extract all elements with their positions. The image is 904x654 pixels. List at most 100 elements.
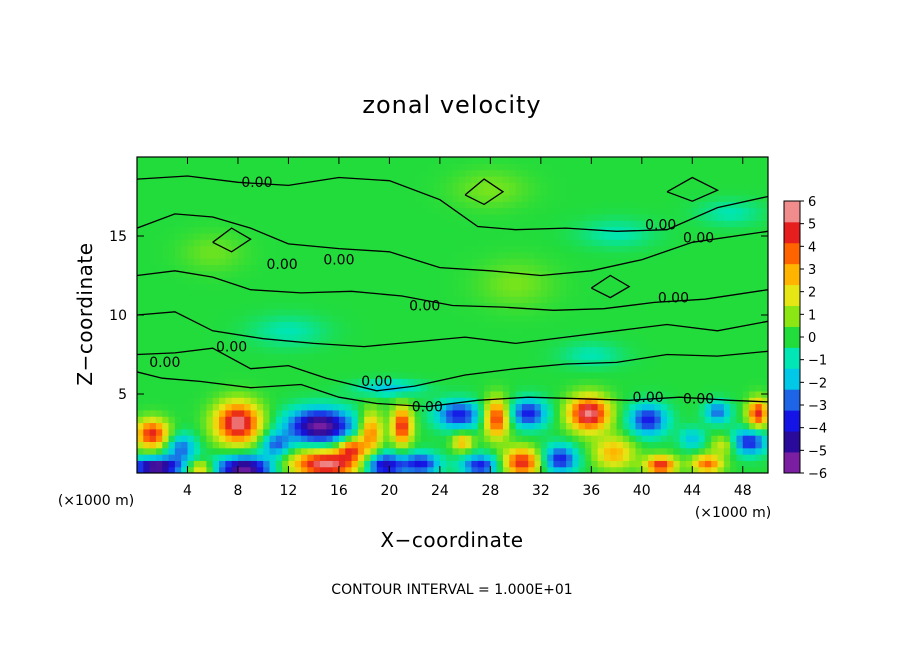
heatmap-cell <box>143 201 151 209</box>
heatmap-cell <box>635 207 643 215</box>
heatmap-cell <box>395 352 403 360</box>
heatmap-cell <box>370 352 378 360</box>
heatmap-cell <box>654 454 662 461</box>
heatmap-cell <box>187 340 195 348</box>
heatmap-cell <box>351 226 359 234</box>
heatmap-cell <box>282 245 290 253</box>
heatmap-cell <box>528 226 536 234</box>
heatmap-cell <box>155 251 163 259</box>
heatmap-cell <box>376 454 384 461</box>
heatmap-cell <box>496 403 504 411</box>
heatmap-cell <box>603 296 611 303</box>
heatmap-cell <box>206 315 214 322</box>
heatmap-cell <box>237 352 245 360</box>
heatmap-cell <box>717 447 725 455</box>
heatmap-cell <box>395 466 403 473</box>
heatmap-cell <box>187 289 195 297</box>
heatmap-cell <box>294 270 302 278</box>
heatmap-cell <box>654 340 662 348</box>
heatmap-cell <box>578 346 586 354</box>
heatmap-cell <box>137 352 144 360</box>
heatmap-cell <box>414 371 422 379</box>
heatmap-cell <box>269 296 277 303</box>
heatmap-cell <box>622 390 630 398</box>
heatmap-cell <box>559 308 567 316</box>
heatmap-cell <box>326 163 334 171</box>
heatmap-cell <box>439 441 447 449</box>
heatmap-cell <box>433 460 441 468</box>
heatmap-cell <box>755 409 763 417</box>
heatmap-cell <box>206 390 214 398</box>
heatmap-cell <box>490 428 498 436</box>
heatmap-cell <box>578 251 586 259</box>
heatmap-cell <box>698 308 706 316</box>
heatmap-cell <box>509 403 517 411</box>
heatmap-cell <box>654 264 662 272</box>
heatmap-cell <box>610 232 618 240</box>
heatmap-cell <box>509 245 517 253</box>
heatmap-cell <box>155 422 163 430</box>
heatmap-cell <box>181 384 189 392</box>
heatmap-cell <box>376 409 384 417</box>
heatmap-cell <box>515 194 523 202</box>
heatmap-cell <box>477 270 485 278</box>
heatmap-cell <box>219 258 226 266</box>
heatmap-cell <box>559 258 567 266</box>
heatmap-cell <box>206 296 214 303</box>
heatmap-cell <box>622 264 630 272</box>
heatmap-cell <box>484 232 491 240</box>
heatmap-cell <box>193 441 201 449</box>
heatmap-cell <box>635 422 643 430</box>
heatmap-cell <box>263 416 271 424</box>
heatmap-cell <box>427 454 435 461</box>
heatmap-cell <box>692 251 700 259</box>
heatmap-cell <box>629 333 637 341</box>
heatmap-cell <box>559 264 567 272</box>
heatmap-cell <box>458 378 466 386</box>
heatmap-cell <box>515 169 523 177</box>
heatmap-cell <box>193 359 201 367</box>
heatmap-cell <box>496 194 504 202</box>
heatmap-cell <box>408 346 416 354</box>
heatmap-cell <box>509 428 517 436</box>
heatmap-cell <box>723 302 731 310</box>
heatmap-cell <box>528 340 536 348</box>
heatmap-cell <box>667 169 674 177</box>
heatmap-cell <box>395 289 403 297</box>
heatmap-cell <box>433 283 441 291</box>
heatmap-cell <box>326 371 334 379</box>
heatmap-cell <box>351 403 359 411</box>
heatmap-cell <box>484 194 491 202</box>
heatmap-cell <box>351 333 359 341</box>
heatmap-cell <box>162 220 170 228</box>
heatmap-cell <box>723 264 731 272</box>
heatmap-cell <box>471 390 479 398</box>
heatmap-cell <box>622 435 630 442</box>
heatmap-cell <box>206 416 214 424</box>
heatmap-cell <box>193 435 201 442</box>
heatmap-cell <box>313 194 321 202</box>
heatmap-cell <box>181 397 189 405</box>
heatmap-cell <box>452 340 460 348</box>
heatmap-cell <box>269 270 277 278</box>
heatmap-cell <box>319 397 327 405</box>
heatmap-cell <box>143 213 151 221</box>
heatmap-cell <box>332 220 340 228</box>
heatmap-cell <box>761 201 768 209</box>
heatmap-cell <box>263 289 271 297</box>
heatmap-cell <box>521 175 529 183</box>
heatmap-cell <box>288 175 296 183</box>
heatmap-cell <box>521 163 529 171</box>
heatmap-cell <box>206 409 214 417</box>
heatmap-cell <box>212 182 220 190</box>
heatmap-cell <box>181 232 189 240</box>
heatmap-cell <box>338 460 346 468</box>
heatmap-cell <box>269 441 277 449</box>
heatmap-cell <box>408 157 416 164</box>
heatmap-cell <box>433 441 441 449</box>
heatmap-cell <box>704 194 712 202</box>
heatmap-cell <box>168 175 176 183</box>
heatmap-cell <box>452 397 460 405</box>
heatmap-cell <box>206 188 214 196</box>
heatmap-cell <box>547 194 555 202</box>
